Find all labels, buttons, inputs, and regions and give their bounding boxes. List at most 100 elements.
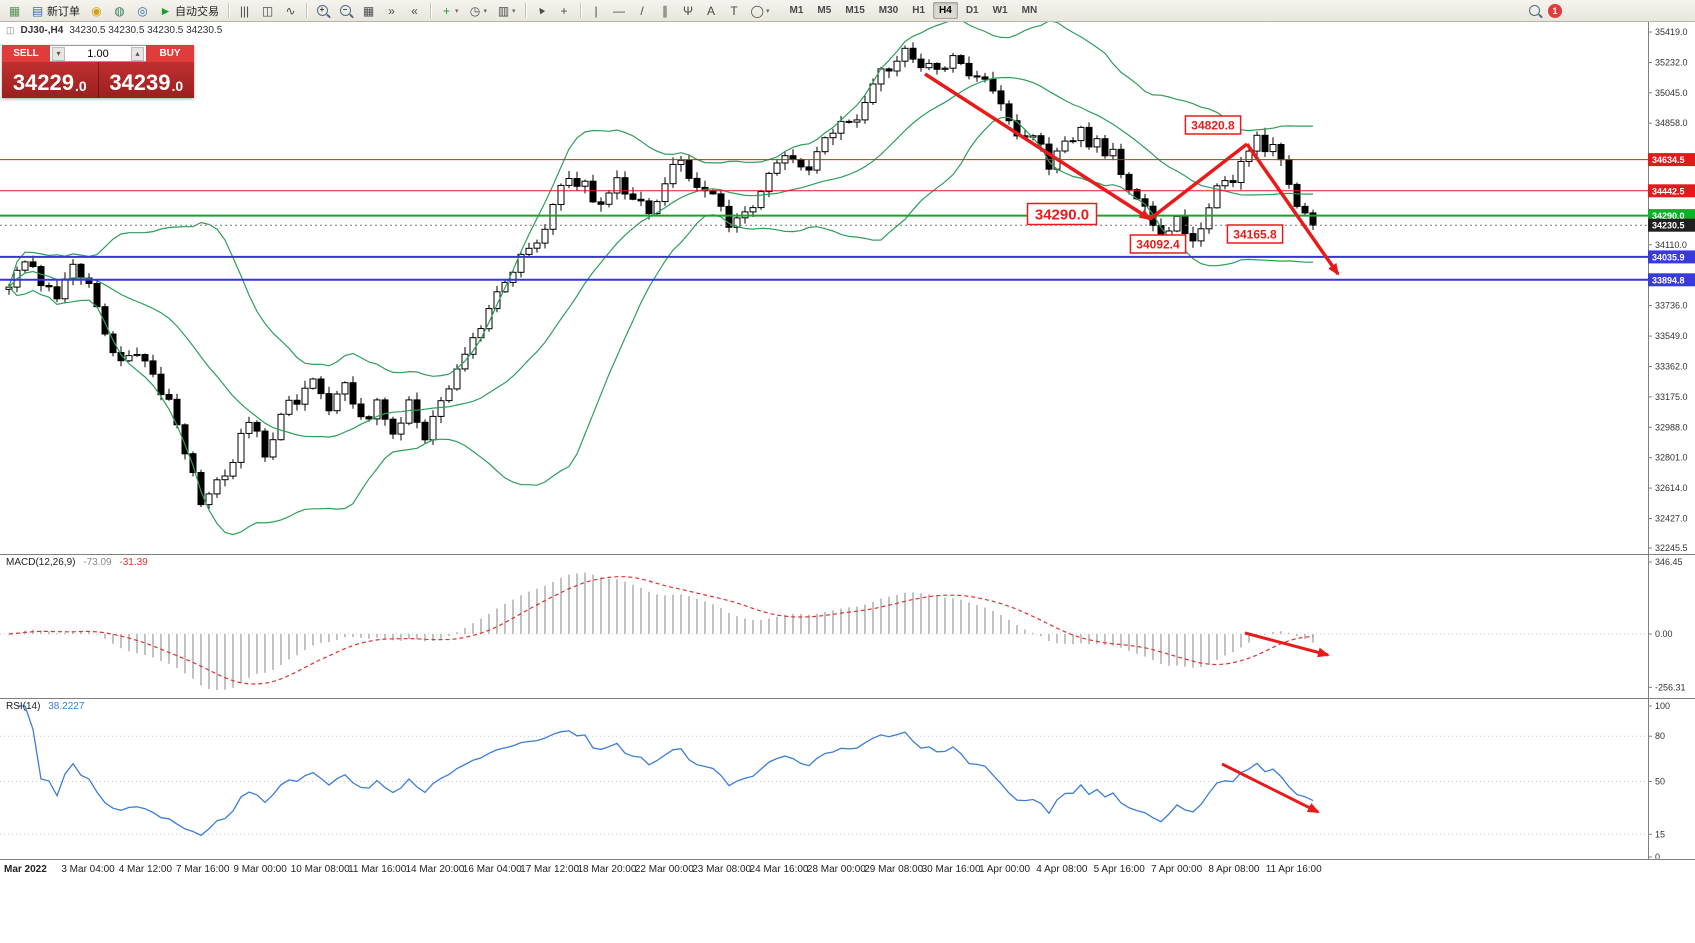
time-axis-label: 11 Mar 16:00 — [348, 864, 407, 875]
volume-input[interactable]: 1.00 — [87, 47, 109, 60]
svg-text:34858.0: 34858.0 — [1655, 118, 1688, 128]
periods-dropdown-arrow[interactable]: ▾ — [483, 7, 488, 15]
pitchfork-icon: Ψ — [683, 3, 694, 18]
time-axis-label: Mar 2022 — [4, 864, 47, 875]
new-chart-icon: ▦ — [8, 3, 21, 18]
auto-trading-button[interactable]: ► 自动交易 — [155, 0, 223, 21]
toolbar-separator — [430, 3, 431, 18]
auto-scroll-button[interactable]: » — [381, 0, 402, 21]
timeframe-h1-button[interactable]: H1 — [912, 5, 926, 16]
time-axis[interactable]: Mar 2022 3 Mar 04:00 4 Mar 12:00 7 Mar 16:0… — [0, 859, 1695, 880]
buy-price[interactable]: 34239 .0 — [99, 62, 195, 98]
symbol-timeframe-label: DJ30-,H4 — [20, 25, 64, 36]
time-axis-label: 4 Mar 12:00 — [118, 864, 173, 875]
toolbar-separator — [228, 3, 229, 18]
time-axis-label: 8 Apr 08:00 — [1208, 864, 1260, 875]
text-label-icon: T — [730, 3, 738, 18]
cursor-button[interactable]: ▲ — [531, 0, 552, 21]
timeframe-w1-button[interactable]: W1 — [992, 5, 1008, 16]
time-axis-label: 18 Mar 20:00 — [577, 864, 637, 875]
new-order-button[interactable]: ▤ 新订单 — [27, 0, 84, 21]
navigator-icon: ◎ — [137, 3, 148, 18]
candlestick-chart-icon: ◫ — [261, 3, 274, 18]
macd-label: MACD(12,26,9) — [6, 557, 76, 568]
svg-text:32801.0: 32801.0 — [1655, 453, 1688, 463]
text-icon: A — [707, 3, 716, 18]
svg-text:15: 15 — [1655, 829, 1665, 839]
candlestick-chart-button[interactable]: ◫ — [257, 0, 278, 21]
volume-stepper: ▾ 1.00 ▴ — [50, 45, 146, 62]
timeframe-m5-button[interactable]: M5 — [817, 5, 832, 16]
indicators-button[interactable]: + ▾ — [436, 0, 463, 21]
indicators-icon: + — [442, 3, 450, 18]
rsi-indicator-panel[interactable]: 100 80 50 15 0 — [0, 698, 1695, 859]
buy-button[interactable]: BUY — [146, 45, 194, 62]
sell-button[interactable]: SELL — [2, 45, 50, 62]
svg-text:34290.0: 34290.0 — [1652, 211, 1685, 221]
timeframe-d1-button[interactable]: D1 — [965, 5, 979, 16]
sell-price-decimal: .0 — [75, 78, 87, 94]
time-axis-label: 5 Apr 16:00 — [1093, 864, 1145, 875]
tile-windows-icon: ▦ — [362, 3, 375, 18]
new-chart-button[interactable]: ▦ — [4, 0, 25, 21]
trendline-button[interactable]: / — [632, 0, 653, 21]
svg-text:34290.0: 34290.0 — [1035, 206, 1089, 223]
timeframe-m30-button[interactable]: M30 — [878, 5, 899, 16]
templates-button[interactable]: ▥ ▾ — [493, 0, 520, 21]
time-axis-label: 3 Mar 04:00 — [61, 864, 115, 875]
templates-icon: ▥ — [497, 3, 510, 18]
macd-indicator-panel[interactable]: 346.45 0.00 -256.31 — [0, 554, 1695, 698]
templates-dropdown-arrow[interactable]: ▾ — [512, 7, 516, 15]
data-window-button[interactable]: ◍ — [109, 0, 130, 21]
notifications-badge[interactable]: 1 — [1548, 3, 1562, 18]
sell-price[interactable]: 34229 .0 — [2, 62, 98, 98]
line-chart-button[interactable]: ∿ — [280, 0, 301, 21]
indicators-dropdown-arrow[interactable]: ▾ — [455, 7, 459, 15]
chart-shift-button[interactable]: « — [404, 0, 425, 21]
data-window-icon: ◍ — [114, 3, 125, 18]
periods-button[interactable]: ◷ ▾ — [465, 0, 492, 21]
crosshair-button[interactable]: + — [554, 0, 575, 21]
bar-chart-button[interactable]: ||| — [234, 0, 255, 21]
macd-signal-value: -31.39 — [119, 557, 148, 568]
new-order-label: 新订单 — [47, 5, 80, 18]
timeframe-h4-button[interactable]: H4 — [933, 2, 958, 19]
market-watch-button[interactable]: ◉ — [86, 0, 107, 21]
main-price-chart[interactable]: 35419.0 35232.0 35045.0 34858.0 34110.0 33736… — [0, 22, 1695, 554]
volume-increase-button[interactable]: ▴ — [130, 46, 144, 61]
timeframe-mn-button[interactable]: MN — [1021, 5, 1038, 16]
channel-button[interactable]: ∥ — [655, 0, 676, 21]
svg-text:50: 50 — [1655, 777, 1665, 787]
navigator-button[interactable]: ◎ — [132, 0, 153, 21]
empty-area — [0, 880, 1695, 943]
text-button[interactable]: A — [701, 0, 722, 21]
time-axis-label: 7 Apr 00:00 — [1151, 864, 1203, 875]
zoom-out-icon: − — [339, 5, 352, 16]
horizontal-line-button[interactable]: — — [609, 0, 630, 21]
vertical-line-button[interactable]: | — [586, 0, 607, 21]
pitchfork-button[interactable]: Ψ — [678, 0, 699, 21]
auto-scroll-icon: » — [388, 3, 395, 18]
search-icon[interactable] — [1529, 5, 1540, 16]
toolbar-right-group: 1 — [1529, 3, 1562, 18]
text-label-button[interactable]: T — [724, 0, 745, 21]
channel-icon: ∥ — [662, 3, 669, 18]
svg-text:100: 100 — [1655, 701, 1670, 711]
timeframe-m1-button[interactable]: M1 — [789, 5, 804, 16]
ohlc-values: 34230.5 34230.5 34230.5 34230.5 — [69, 25, 223, 36]
svg-text:32245.5: 32245.5 — [1655, 543, 1688, 553]
time-axis-label: 23 Mar 08:00 — [692, 864, 752, 875]
timeframe-m15-button[interactable]: M15 — [845, 5, 865, 16]
zoom-in-button[interactable]: + — [312, 0, 333, 21]
volume-decrease-button[interactable]: ▾ — [52, 46, 65, 61]
svg-text:33362.0: 33362.0 — [1655, 362, 1688, 372]
tile-windows-button[interactable]: ▦ — [358, 0, 379, 21]
chart-shift-icon: « — [411, 3, 418, 18]
shapes-dropdown-arrow[interactable]: ▾ — [765, 7, 770, 15]
toolbar-separator — [306, 3, 307, 18]
time-axis-label: 14 Mar 20:00 — [405, 864, 465, 875]
svg-text:34092.4: 34092.4 — [1136, 237, 1180, 251]
time-axis-label: 16 Mar 04:00 — [462, 864, 522, 875]
zoom-out-button[interactable]: − — [335, 0, 356, 21]
shapes-button[interactable]: ◯ ▾ — [747, 0, 774, 21]
